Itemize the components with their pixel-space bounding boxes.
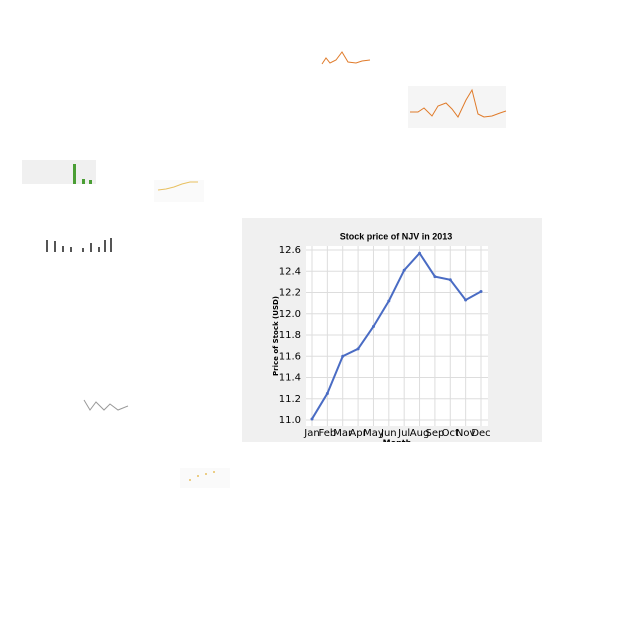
point (356, 347, 360, 351)
x-tick-label: Jul (397, 428, 410, 439)
x-tick-label: Mar (333, 428, 353, 439)
y-tick-label: 11.4 (279, 373, 301, 384)
y-tick-label: 11.0 (279, 415, 301, 426)
x-tick-label: May (363, 428, 384, 439)
x-tick-label: Apr (349, 428, 367, 439)
point (448, 278, 452, 282)
x-tick-label: Jan (303, 428, 319, 439)
y-tick-label: 11.8 (279, 330, 301, 341)
x-tick-label: Dec (471, 428, 490, 439)
y-axis-label: Price of Stock (USD) (272, 296, 280, 376)
point (325, 391, 329, 395)
point (479, 289, 483, 293)
x-tick-label: Nov (456, 428, 476, 439)
y-tick-label: 12.2 (279, 288, 301, 299)
thumbnail (22, 160, 96, 184)
point (341, 354, 345, 358)
x-axis-label: Month (383, 439, 412, 448)
point (387, 299, 391, 303)
y-tick-label: 12.4 (279, 266, 301, 277)
point (310, 417, 314, 421)
x-tick-label: Jun (380, 428, 397, 439)
thumbnail (408, 86, 507, 128)
chart: 11.0 11.2 11.4 11.6 11.8 12.0 12.2 12.4 12.6 JanF… (242, 218, 542, 448)
thumbnail (44, 236, 114, 252)
thumbnails (22, 48, 507, 488)
y-tick-label: 12.6 (279, 245, 301, 256)
plot: 11.0 11.2 11.4 11.6 11.8 12.0 12.2 12.4 12.6 JanF… (279, 245, 491, 439)
line-series (311, 251, 482, 420)
thumbnail (180, 468, 230, 488)
point (418, 251, 422, 255)
plot-area (306, 246, 488, 426)
y-tick-label: 12.0 (279, 309, 301, 320)
chart-title: Stock price of NJV in 2013 (340, 231, 453, 241)
point (433, 275, 437, 279)
thumbnail (83, 399, 129, 411)
point (464, 298, 468, 302)
point (402, 268, 406, 272)
x-tick-label: Feb (319, 428, 337, 439)
x-tick-label: Sep (425, 428, 444, 439)
thumbnail (154, 180, 204, 202)
y-tick-label: 11.2 (279, 394, 301, 405)
y-tick-label: 11.6 (279, 351, 301, 362)
thumbnail (312, 48, 374, 68)
x-tick-label: Aug (410, 428, 430, 439)
point (371, 325, 375, 328)
x-tick-label: Oct (442, 428, 459, 439)
